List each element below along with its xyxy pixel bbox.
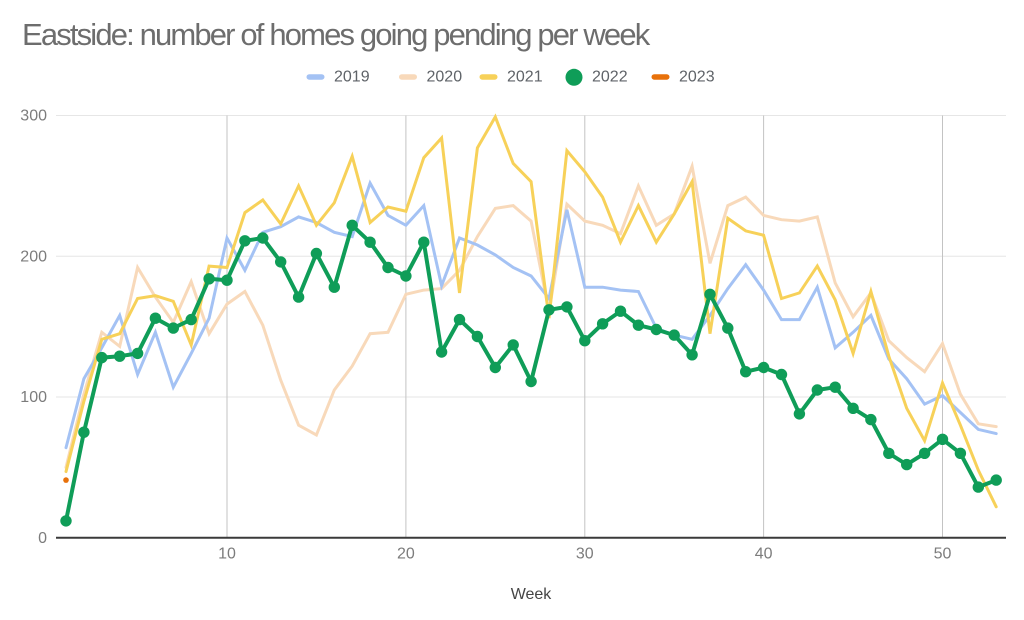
svg-text:30: 30 bbox=[576, 546, 594, 563]
svg-text:300: 300 bbox=[20, 108, 47, 125]
svg-text:200: 200 bbox=[20, 249, 47, 266]
svg-text:2019: 2019 bbox=[334, 69, 370, 86]
svg-text:100: 100 bbox=[20, 389, 47, 406]
svg-text:2022: 2022 bbox=[592, 69, 628, 86]
svg-text:Eastside: number of homes goin: Eastside: number of homes going pending … bbox=[22, 17, 651, 52]
svg-text:Week: Week bbox=[511, 586, 553, 603]
svg-text:40: 40 bbox=[755, 546, 773, 563]
svg-text:2021: 2021 bbox=[507, 69, 543, 86]
svg-text:20: 20 bbox=[397, 546, 415, 563]
svg-text:10: 10 bbox=[218, 546, 236, 563]
svg-text:2020: 2020 bbox=[427, 69, 463, 86]
svg-text:0: 0 bbox=[38, 530, 47, 547]
svg-text:2023: 2023 bbox=[679, 69, 715, 86]
svg-text:50: 50 bbox=[934, 546, 952, 563]
